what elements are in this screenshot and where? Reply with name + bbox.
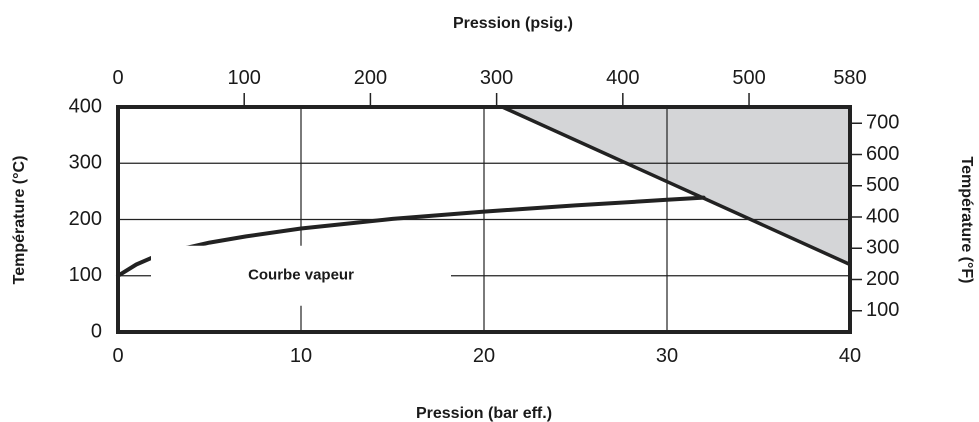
y-right-tick-label-400: 400 <box>866 205 899 227</box>
shaded-region-boundary <box>501 105 851 267</box>
y-right-tick-label-700: 700 <box>866 112 899 134</box>
x-top-axis-title: Pression (psig.) <box>453 15 573 32</box>
plot-frame <box>116 105 852 334</box>
y-right-tick-label-600: 600 <box>866 143 899 165</box>
y-right-tick-label-500: 500 <box>866 174 899 196</box>
shaded-region-layer <box>501 105 851 267</box>
x-bottom-tick-label-40: 40 <box>839 345 861 367</box>
x-top-tick-label-100: 100 <box>228 67 261 89</box>
x-top-tick-label-500: 500 <box>732 67 765 89</box>
y-left-tick-label-0: 0 <box>91 320 102 342</box>
x-bottom-tick-label-20: 20 <box>473 345 495 367</box>
x-bottom-tick-label-0: 0 <box>112 345 123 367</box>
x-top-tick-label-400: 400 <box>606 67 639 89</box>
x-bottom-tick-label-10: 10 <box>290 345 312 367</box>
annotation-background <box>151 245 451 306</box>
x-top-tick-label-0: 0 <box>112 67 123 89</box>
x-top-tick-label-580: 580 <box>833 67 866 89</box>
y-left-axis-title: Température (°C) <box>11 156 28 285</box>
x-top-tick-label-300: 300 <box>480 67 513 89</box>
y-left-tick-label-200: 200 <box>69 208 102 230</box>
y-right-tick-label-300: 300 <box>866 237 899 259</box>
x-top-tick-label-200: 200 <box>354 67 387 89</box>
tick-labels: 0 10 20 30 400 100 200 300 400 500 580010020030040… <box>69 67 900 367</box>
y-right-axis-title: Température (°F) <box>958 156 975 283</box>
y-right-tick-label-200: 200 <box>866 268 899 290</box>
y-left-tick-label-100: 100 <box>69 264 102 286</box>
annotation-courbe-vapeur: Courbe vapeur <box>248 267 354 284</box>
x-bottom-tick-label-30: 30 <box>656 345 678 367</box>
x-bottom-axis-title: Pression (bar eff.) <box>416 405 552 422</box>
y-left-tick-label-400: 400 <box>69 95 102 117</box>
y-right-tick-label-100: 100 <box>866 299 899 321</box>
y-left-tick-label-300: 300 <box>69 152 102 174</box>
